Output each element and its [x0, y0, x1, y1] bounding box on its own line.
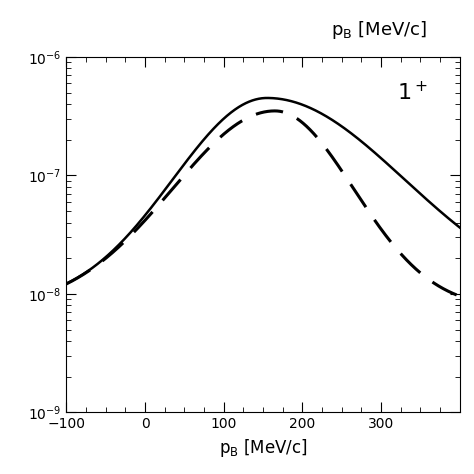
X-axis label: $\mathregular{p_B}$ [MeV/c]: $\mathregular{p_B}$ [MeV/c] — [219, 437, 308, 459]
Text: $\mathregular{p_B}$ [MeV/c]: $\mathregular{p_B}$ [MeV/c] — [331, 19, 427, 41]
Text: $1^+$: $1^+$ — [397, 81, 428, 104]
